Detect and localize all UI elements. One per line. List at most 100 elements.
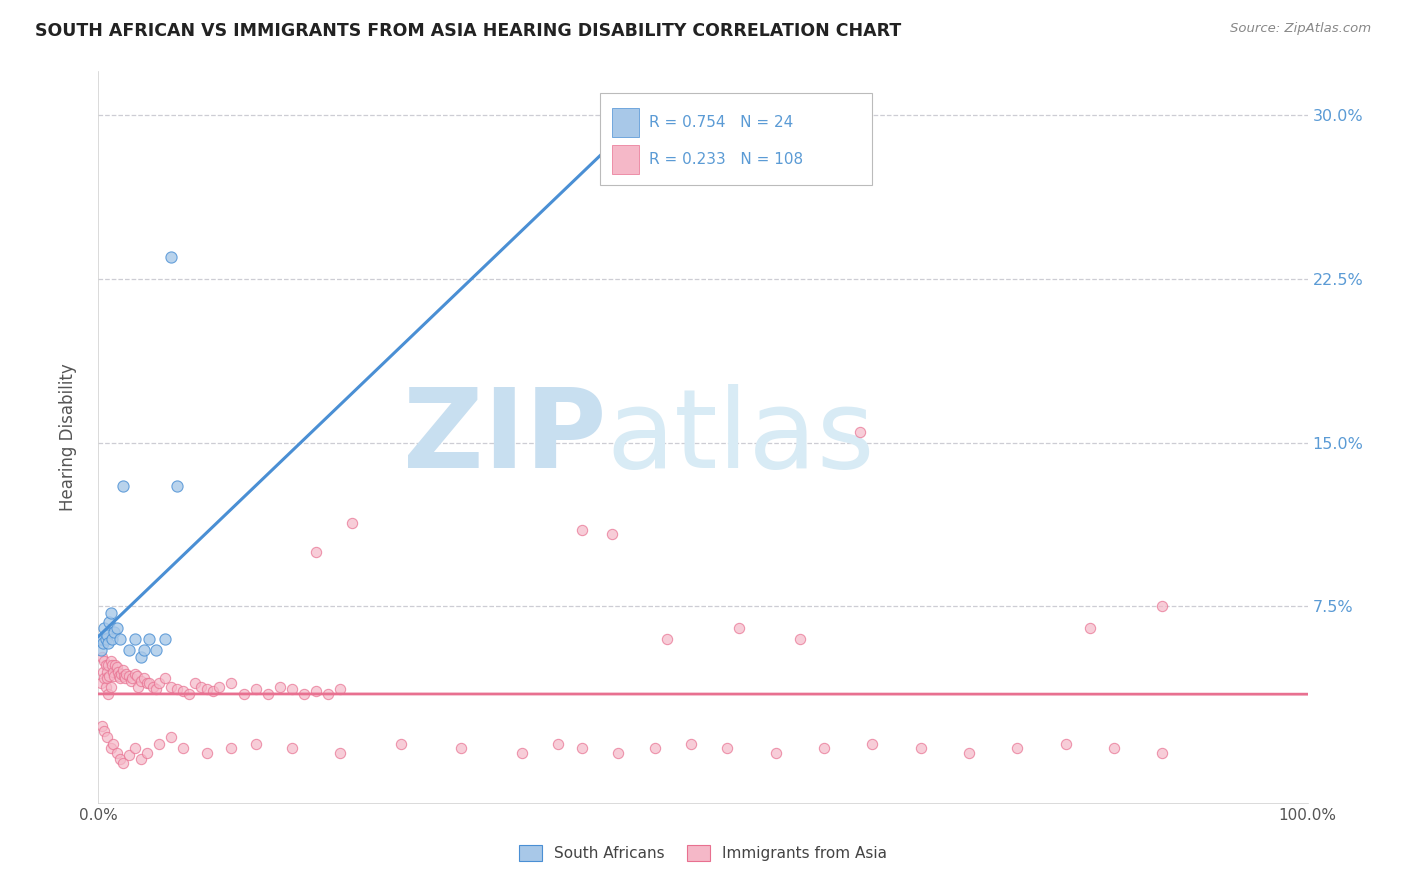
Point [91, 665, 114, 679]
Point [655, 632, 678, 646]
Point [195, 746, 218, 760]
Point [860, 737, 883, 751]
Point [135, 675, 157, 690]
Point [97, 658, 120, 673]
Point [571, 523, 593, 537]
Point [166, 479, 188, 493]
Point [93, 723, 115, 738]
Point [245, 682, 267, 697]
Point [91, 636, 114, 650]
Point [716, 741, 738, 756]
Point [221, 741, 243, 756]
Point [160, 250, 183, 264]
Point [100, 606, 122, 620]
Point [91, 719, 114, 733]
Point [602, 527, 624, 541]
Point [329, 746, 352, 760]
Legend: South Africans, Immigrants from Asia: South Africans, Immigrants from Asia [519, 845, 887, 861]
Point [127, 680, 149, 694]
Point [813, 741, 835, 756]
Point [160, 680, 183, 694]
Point [96, 628, 118, 642]
Point [148, 675, 170, 690]
Point [153, 671, 176, 685]
Bar [613, 108, 638, 137]
Point [135, 746, 157, 760]
Point [510, 746, 533, 760]
Point [142, 680, 165, 694]
Point [1152, 746, 1174, 760]
FancyBboxPatch shape [600, 94, 872, 185]
Point [103, 669, 125, 683]
Point [120, 673, 142, 688]
Point [195, 682, 218, 697]
Point [118, 643, 141, 657]
Point [281, 741, 304, 756]
Point [1007, 741, 1029, 756]
Point [97, 636, 120, 650]
Point [96, 671, 118, 685]
Point [100, 654, 122, 668]
Text: R = 0.754   N = 24: R = 0.754 N = 24 [648, 115, 793, 130]
Point [160, 731, 183, 745]
Point [1078, 621, 1101, 635]
Point [97, 687, 120, 701]
Point [1054, 737, 1077, 751]
Point [93, 671, 115, 685]
Point [145, 682, 167, 697]
Point [100, 741, 122, 756]
Point [305, 545, 328, 559]
Point [96, 665, 118, 679]
Point [110, 667, 132, 681]
Point [607, 746, 630, 760]
Bar [613, 145, 638, 174]
Text: Source: ZipAtlas.com: Source: ZipAtlas.com [1230, 22, 1371, 36]
Point [208, 680, 231, 694]
Point [292, 687, 315, 701]
Point [679, 737, 702, 751]
Point [94, 632, 117, 646]
Point [91, 632, 114, 646]
Point [107, 665, 129, 679]
Point [105, 660, 128, 674]
Point [281, 682, 304, 697]
Point [94, 658, 117, 673]
Point [112, 669, 135, 683]
Point [96, 731, 118, 745]
Point [256, 687, 278, 701]
Point [190, 680, 212, 694]
Point [108, 669, 131, 683]
Point [104, 658, 127, 673]
Point [221, 675, 243, 690]
Point [644, 741, 666, 756]
Point [111, 663, 134, 677]
Y-axis label: Hearing Disability: Hearing Disability [59, 363, 77, 511]
Point [100, 658, 122, 673]
Point [342, 516, 364, 531]
Point [153, 632, 176, 646]
Point [118, 747, 141, 762]
Text: R = 0.233   N = 108: R = 0.233 N = 108 [648, 152, 803, 167]
Point [115, 667, 138, 681]
Point [129, 673, 152, 688]
Point [94, 680, 117, 694]
Point [124, 741, 146, 756]
Point [172, 741, 194, 756]
Point [232, 687, 254, 701]
Point [547, 737, 569, 751]
Point [124, 632, 146, 646]
Point [389, 737, 412, 751]
Text: ZIP: ZIP [404, 384, 606, 491]
Point [111, 479, 134, 493]
Point [329, 682, 352, 697]
Point [129, 649, 152, 664]
Point [90, 675, 112, 690]
Point [619, 141, 641, 155]
Point [124, 667, 146, 681]
Point [305, 684, 328, 698]
Point [172, 684, 194, 698]
Point [127, 669, 149, 683]
Point [98, 669, 121, 683]
Point [108, 752, 131, 766]
Point [148, 737, 170, 751]
